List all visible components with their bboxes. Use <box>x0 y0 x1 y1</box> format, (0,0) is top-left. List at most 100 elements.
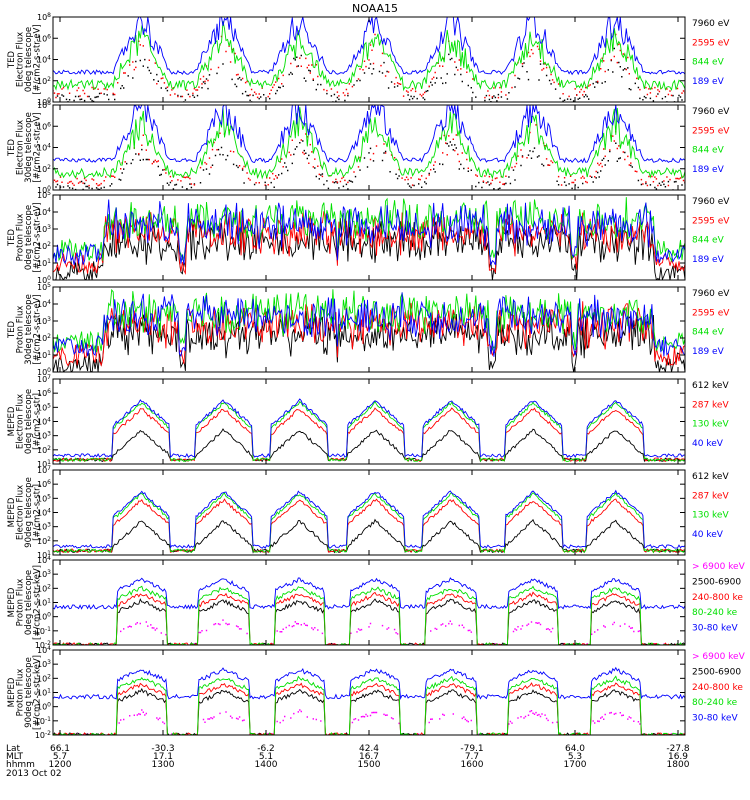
y-axis-label: MEPEDProton Flux90deg telescope[#/cm2-s-… <box>7 655 43 730</box>
y-tick-label: 104 <box>37 207 51 217</box>
y-tick-label: 103 <box>37 659 51 669</box>
series-5-2 <box>53 407 685 463</box>
legend-item: 240-800 ke <box>692 593 743 603</box>
series-2-4 <box>53 105 685 164</box>
y-tick-label: 104 <box>37 645 51 655</box>
x-column-value: 16.9 <box>668 752 688 762</box>
legend-item: 7960 eV <box>692 107 730 117</box>
panel-1: 100 102 104 106 108 TEDElectron Flux0deg tele… <box>7 12 730 107</box>
y-tick-label: 102 <box>37 164 51 174</box>
panel-2: 100 102 104 106 108 TEDElectron Flux30deg tel… <box>7 100 730 195</box>
legend-item: 844 eV <box>692 328 725 338</box>
legend-item: 240-800 ke <box>692 683 743 693</box>
legend-item: 80-240 ke <box>692 608 738 618</box>
x-axis-annotations: LatMLThhmm66.15.71200-30.317.11300-6.25.… <box>6 744 690 779</box>
y-axis-label: TEDElectron Flux30deg telescope[#/cm2-s-… <box>7 112 43 183</box>
x-column-value: 7.7 <box>465 752 479 762</box>
y-tick-label: 101 <box>37 598 51 608</box>
y-tick-label: 104 <box>37 299 51 309</box>
series-1-2 <box>53 33 685 99</box>
x-column-value: -79.1 <box>460 744 483 754</box>
panel-series-4 <box>53 288 685 372</box>
series-6-3 <box>53 492 685 554</box>
panel-5: 101 102 103 104 105 106 107 MEPEDElectron Flux0… <box>7 374 729 469</box>
legend-item: 189 eV <box>692 165 725 175</box>
legend-item: 612 keV <box>692 472 729 482</box>
panel-series-2 <box>53 105 685 190</box>
y-tick-label: 107 <box>37 374 51 384</box>
legend-item: 287 keV <box>692 491 729 501</box>
legend-item: 130 keV <box>692 420 729 430</box>
y-tick-label: 10-2 <box>35 640 51 650</box>
x-column-value: 1600 <box>461 760 484 770</box>
legend-item: > 6900 keV <box>692 652 746 662</box>
legend-item: 2595 eV <box>692 126 730 136</box>
y-tick-label: 103 <box>37 316 51 326</box>
series-4-4 <box>53 292 685 358</box>
y-tick-label: 10-1 <box>35 626 51 636</box>
y-axis-label: TEDProton Flux0deg telescope[#/cm2-s-str… <box>7 202 43 272</box>
legend-item: 2595 eV <box>692 38 730 48</box>
y-tick-label: 100 <box>37 702 51 712</box>
panel-series-1 <box>53 17 685 102</box>
y-tick-label: 101 <box>37 350 51 360</box>
series-2-2 <box>53 124 685 187</box>
legend-item: 612 keV <box>692 381 729 391</box>
y-tick-label: 106 <box>37 479 51 489</box>
series-8-1 <box>53 709 680 735</box>
y-axis-label: TEDProton Flux30deg telescope[#/cm2-s-st… <box>7 294 43 365</box>
y-tick-label: 102 <box>37 536 51 546</box>
y-tick-label: 103 <box>37 522 51 532</box>
series-7-1 <box>53 619 685 645</box>
x-column-value: 5.7 <box>53 752 67 762</box>
legend-item: 30-80 keV <box>692 714 738 724</box>
x-column-value: 16.7 <box>359 752 379 762</box>
series-6-2 <box>53 498 685 554</box>
series-2-3 <box>53 107 685 180</box>
y-tick-label: 106 <box>37 121 51 131</box>
y-axis-label: MEPEDProton Flux0deg telescope[#/cm2-s-s… <box>7 565 43 640</box>
legend-item: 40 keV <box>692 439 724 449</box>
legend-item: > 6900 keV <box>692 562 746 572</box>
panel-frame <box>52 104 686 191</box>
y-tick-label: 104 <box>37 555 51 565</box>
x-column-value: -30.3 <box>151 744 174 754</box>
y-axis-label: MEPEDElectron Flux0deg telescope[#/cm2-s… <box>7 389 43 454</box>
y-tick-label: 108 <box>37 100 51 110</box>
date-label: 2013 Oct 02 <box>6 769 62 779</box>
y-tick-label: 107 <box>37 465 51 475</box>
series-7-4 <box>53 585 685 645</box>
y-tick-label: 104 <box>37 143 51 153</box>
legend-item: 2500-6900 <box>692 667 741 677</box>
y-axis-label: MEPEDElectron Flux90deg telescope[#/cm2-… <box>7 477 43 548</box>
x-column-value: 5.3 <box>568 752 582 762</box>
series-8-4 <box>53 675 685 735</box>
y-tick-label: 103 <box>37 431 51 441</box>
legend-item: 7960 eV <box>692 289 730 299</box>
y-tick-label: 102 <box>37 241 51 251</box>
y-tick-label: 101 <box>37 459 51 469</box>
panel-3: 100 101 102 103 104 105 TEDProton Flux0deg tel… <box>7 190 730 285</box>
legend-item: 2500-6900 <box>692 577 741 587</box>
y-tick-label: 106 <box>37 388 51 398</box>
y-axis-label: TEDElectron Flux0deg telescope[#/cm2-s-s… <box>7 24 43 94</box>
series-7-3 <box>53 591 685 645</box>
y-tick-label: 102 <box>37 333 51 343</box>
x-column-value: -6.2 <box>257 744 275 754</box>
x-row-label: MLT <box>6 752 24 762</box>
legend-item: 80-240 ke <box>692 698 738 708</box>
y-tick-label: 102 <box>37 673 51 683</box>
legend-item: 287 keV <box>692 400 729 410</box>
series-3-4 <box>53 199 685 266</box>
y-tick-label: 100 <box>37 97 51 107</box>
y-tick-label: 102 <box>37 76 51 86</box>
legend-item: 130 keV <box>692 511 729 521</box>
legend-item: 7960 eV <box>692 19 730 29</box>
series-3-3 <box>53 197 685 263</box>
y-tick-label: 10-1 <box>35 716 51 726</box>
series-1-1 <box>56 47 685 102</box>
series-1-3 <box>53 21 685 92</box>
legend-item: 40 keV <box>692 530 724 540</box>
y-tick-label: 100 <box>37 275 51 285</box>
